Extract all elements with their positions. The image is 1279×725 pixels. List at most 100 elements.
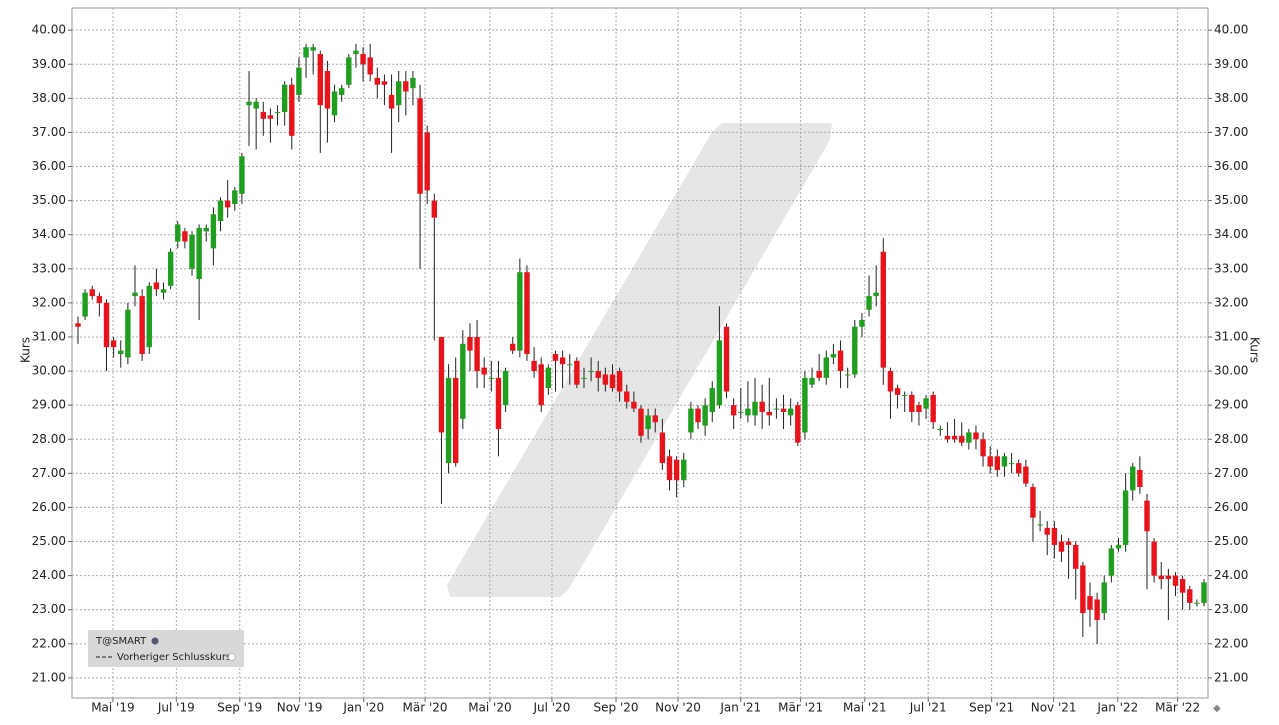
candle-body <box>481 367 487 375</box>
candle-body <box>609 374 616 389</box>
candle-body <box>160 289 167 293</box>
watermark <box>447 123 832 597</box>
y-tick-label: 32.00 <box>32 295 66 309</box>
candle-body <box>118 350 124 355</box>
candle-body <box>367 57 373 75</box>
y-tick-label: 31.00 <box>32 329 66 343</box>
candle-body <box>1179 579 1186 593</box>
candle-body <box>388 94 395 109</box>
x-tick-label: Jan '21 <box>719 701 761 715</box>
y2-tick-label: 37.00 <box>1214 125 1248 139</box>
candle-body <box>823 357 829 378</box>
x-tick-label: Jul '20 <box>532 701 570 715</box>
candle-body <box>267 115 274 119</box>
candle-body <box>1094 599 1100 620</box>
candle-body <box>659 432 666 464</box>
candle-body <box>524 272 530 355</box>
candle-body <box>167 251 174 286</box>
candle-body <box>873 292 879 297</box>
y2-tick-label: 23.00 <box>1214 602 1248 616</box>
x-tick-label: Mai '19 <box>91 701 134 715</box>
x-tick-label: Jan '20 <box>342 701 384 715</box>
candle-body <box>1065 541 1072 545</box>
candle-body <box>738 411 744 413</box>
scroll-arrow[interactable]: ◆ <box>1213 703 1221 714</box>
candle-body <box>795 405 801 443</box>
candle-body <box>125 309 131 358</box>
x-tick-label: Nov '21 <box>1031 701 1077 715</box>
candle-body <box>1137 469 1143 487</box>
candle-body <box>852 326 858 375</box>
candle-body <box>253 101 259 109</box>
candle-body <box>474 336 480 372</box>
candle-body <box>317 54 323 106</box>
candle-body <box>859 319 865 327</box>
candle-body <box>923 398 929 409</box>
candle-body <box>994 456 1001 470</box>
candle-body <box>96 296 103 303</box>
candle-body <box>381 81 388 85</box>
legend-entry: Vorheriger Schlusskurs <box>117 652 231 663</box>
candle-body <box>403 81 409 92</box>
legend: T@SMART Vorheriger Schlusskurs <box>88 630 244 667</box>
y-tick-label: 39.00 <box>32 57 66 71</box>
candle-body <box>809 377 815 385</box>
candle-body <box>959 435 965 443</box>
candle-body <box>987 456 993 467</box>
x-tick-label: Sep '21 <box>969 701 1014 715</box>
candle-body <box>324 71 331 109</box>
y2-tick-label: 36.00 <box>1214 159 1248 173</box>
y-tick-label: 24.00 <box>32 568 66 582</box>
x-tick-label: Mär '22 <box>1155 701 1200 715</box>
candle-body <box>602 374 609 385</box>
candle-body <box>1037 524 1043 526</box>
candle-body <box>951 435 958 440</box>
candle-body <box>531 360 537 372</box>
candle-body <box>716 340 723 406</box>
y-tick-label: 35.00 <box>32 193 66 207</box>
candle-body <box>937 429 944 431</box>
candle-body <box>1030 486 1036 518</box>
candle-body <box>1201 582 1207 603</box>
candle-body <box>567 364 573 366</box>
candle-body <box>1122 490 1129 545</box>
candle-body <box>217 200 224 222</box>
candle-body <box>916 405 922 412</box>
candle-body <box>417 98 423 194</box>
candle-body <box>274 111 281 113</box>
candle-body <box>232 190 238 205</box>
candle-body <box>1158 575 1164 580</box>
candle-body <box>353 50 359 55</box>
candle-body <box>830 354 837 358</box>
candle-body <box>1165 575 1172 580</box>
candle-body <box>445 377 452 464</box>
candle-body <box>1130 466 1136 491</box>
candle-body <box>752 401 758 416</box>
y-tick-label: 26.00 <box>32 500 66 514</box>
candle-body <box>310 47 316 51</box>
candle-body <box>1008 463 1015 465</box>
y-tick-label: 22.00 <box>32 636 66 650</box>
candle-body <box>210 214 217 249</box>
candle-body <box>467 336 473 351</box>
candle-body <box>438 336 445 433</box>
candle-body <box>502 371 509 406</box>
candle-body <box>1101 582 1107 614</box>
candle-body <box>146 285 152 348</box>
candle-body <box>431 200 438 218</box>
candle-body <box>346 57 352 85</box>
candle-body <box>745 408 751 416</box>
candle-body <box>980 439 986 457</box>
x-tick-label: Nov '19 <box>277 701 323 715</box>
candle-body <box>581 377 587 379</box>
y2-tick-label: 26.00 <box>1214 500 1248 514</box>
candle-body <box>787 408 794 416</box>
y-tick-label: 30.00 <box>32 364 66 378</box>
y2-tick-label: 40.00 <box>1214 23 1248 37</box>
candle-body <box>203 227 209 232</box>
y-tick-label: 38.00 <box>32 91 66 105</box>
y2-tick-label: 27.00 <box>1214 466 1248 480</box>
candle-body <box>1115 544 1122 549</box>
candle-body <box>453 377 459 464</box>
